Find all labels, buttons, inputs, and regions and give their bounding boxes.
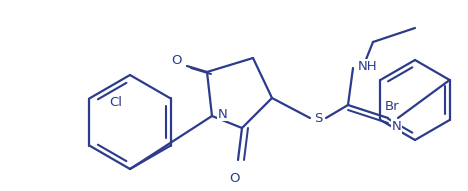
Text: O: O — [172, 53, 182, 66]
Text: Br: Br — [384, 100, 399, 113]
Text: Cl: Cl — [109, 96, 122, 109]
Text: NH: NH — [358, 60, 378, 73]
Text: N: N — [392, 120, 402, 133]
Text: N: N — [218, 108, 228, 121]
Text: S: S — [314, 112, 322, 125]
Text: O: O — [229, 172, 239, 185]
